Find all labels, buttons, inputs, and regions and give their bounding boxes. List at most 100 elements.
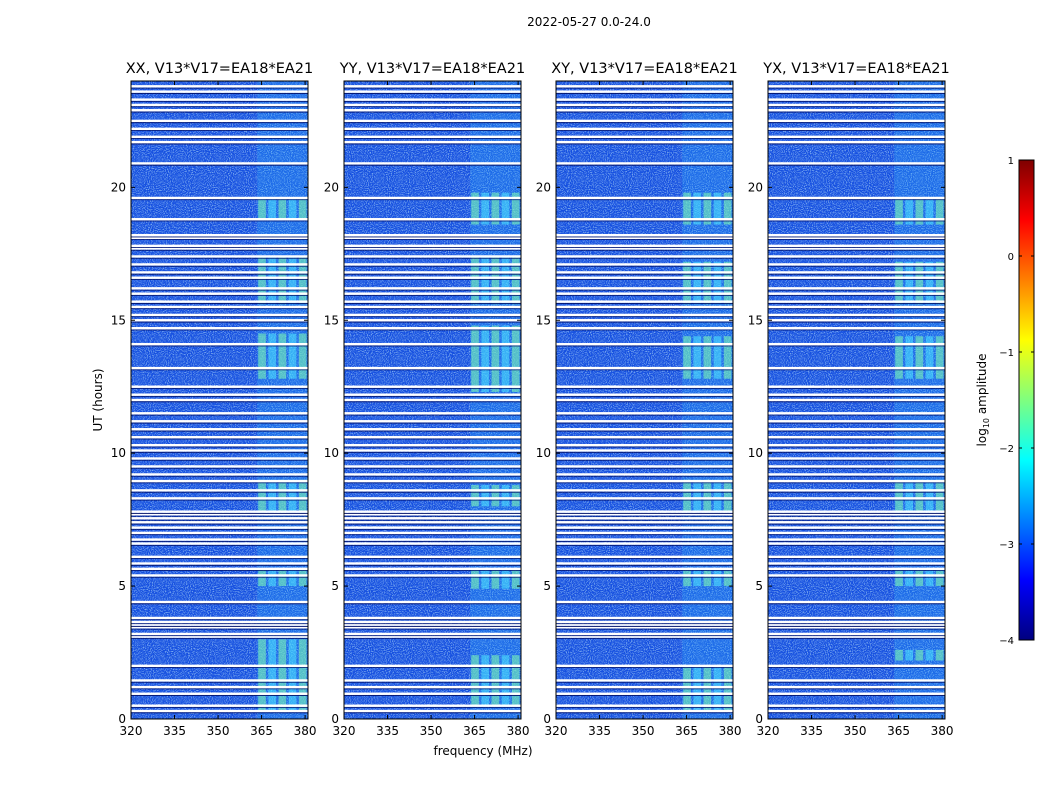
rfi-burst — [915, 570, 924, 587]
rfi-burst — [298, 479, 307, 512]
x-tick-label: 350 — [420, 724, 443, 738]
x-tick-label: 335 — [376, 724, 399, 738]
x-tick-label: 335 — [163, 724, 186, 738]
flagged-row — [344, 679, 521, 682]
rfi-burst — [703, 570, 712, 587]
flagged-row — [344, 600, 521, 604]
flagged-row — [131, 292, 308, 295]
flagged-row — [556, 473, 733, 476]
flagged-row — [131, 327, 308, 330]
flagged-row — [344, 555, 521, 559]
flagged-row — [768, 473, 945, 476]
rfi-burst — [925, 479, 934, 512]
rfi-burst — [511, 256, 520, 305]
flagged-row — [344, 90, 521, 93]
flagged-row — [344, 521, 521, 524]
flagged-row — [556, 574, 733, 577]
flagged-row — [556, 366, 733, 370]
flagged-row — [768, 510, 945, 513]
panel-frame — [130, 80, 309, 720]
flagged-row — [344, 218, 521, 221]
flagged-row — [344, 313, 521, 317]
flagged-row — [344, 119, 521, 123]
flagged-row — [556, 255, 733, 258]
flagged-row — [131, 600, 308, 604]
y-tick-label: 20 — [111, 180, 126, 194]
flagged-row — [131, 538, 308, 541]
flagged-row — [556, 620, 733, 624]
rfi-burst — [278, 479, 287, 512]
x-tick-label: 365 — [250, 724, 273, 738]
flagged-row — [344, 412, 521, 415]
y-tick-label: 10 — [111, 446, 126, 460]
flagged-row — [344, 109, 521, 112]
flagged-row — [556, 247, 733, 250]
flagged-row — [556, 398, 733, 402]
rfi-burst — [693, 570, 702, 587]
flagged-row — [131, 366, 308, 370]
flagged-row — [131, 255, 308, 258]
flagged-row — [344, 692, 521, 695]
flagged-row — [131, 103, 308, 107]
flagged-row — [131, 620, 308, 624]
flagged-row — [556, 635, 733, 638]
flagged-row — [768, 103, 945, 107]
panel-3: XY, V13*V17=EA18*EA21 320 335 350 365 380 0 5 10… — [536, 61, 742, 738]
flagged-row — [768, 398, 945, 402]
flagged-row — [556, 244, 733, 248]
flagged-row — [768, 664, 945, 668]
flagged-row — [131, 635, 308, 638]
flagged-row — [768, 366, 945, 370]
rfi-burst — [683, 665, 691, 712]
flagged-row — [768, 140, 945, 144]
colorbar-tick-label: 1 — [1008, 156, 1014, 167]
flagged-row — [131, 542, 308, 545]
rfi-burst — [935, 336, 944, 379]
rfi-burst — [895, 197, 903, 225]
flagged-row — [768, 521, 945, 524]
flagged-row — [768, 98, 945, 101]
flagged-row — [768, 196, 945, 200]
flagged-row — [768, 263, 945, 266]
rfi-burst — [895, 649, 903, 661]
y-tick-label: 15 — [536, 313, 551, 327]
flagged-row — [131, 555, 308, 559]
flagged-row — [131, 521, 308, 524]
rfi-burst — [683, 336, 691, 379]
flagged-row — [344, 319, 521, 322]
flagged-row — [768, 135, 945, 139]
rfi-burst — [895, 570, 903, 587]
flagged-row — [768, 393, 945, 396]
rfi-burst — [471, 192, 479, 225]
flagged-row — [556, 709, 733, 713]
colorbar-tick-label: −4 — [999, 636, 1014, 647]
colorbar-tick-label: −2 — [999, 444, 1014, 455]
flagged-row — [768, 287, 945, 290]
flagged-row — [131, 510, 308, 513]
flagged-row — [131, 428, 308, 431]
y-tick-label: 5 — [331, 579, 339, 593]
flagged-row — [344, 135, 521, 139]
rfi-burst — [491, 485, 500, 507]
colorbar-tick-label: 0 — [1008, 252, 1014, 263]
rfi-burst — [258, 479, 266, 512]
flagged-row — [131, 398, 308, 402]
flagged-row — [344, 709, 521, 713]
flagged-row — [556, 526, 733, 529]
flagged-row — [556, 489, 733, 492]
flagged-row — [131, 276, 308, 279]
flagged-row — [344, 385, 521, 388]
rfi-burst — [935, 570, 944, 587]
flagged-row — [556, 531, 733, 535]
flagged-row — [768, 119, 945, 123]
rfi-burst — [703, 479, 712, 512]
rfi-burst — [915, 261, 924, 305]
flagged-row — [768, 632, 945, 636]
panel-frame — [767, 80, 946, 720]
flagged-row — [344, 236, 521, 240]
rfi-burst — [268, 570, 277, 587]
flagged-row — [344, 510, 521, 513]
flagged-row — [344, 457, 521, 460]
x-tick-label: 320 — [757, 724, 780, 738]
rfi-burst — [258, 333, 266, 379]
